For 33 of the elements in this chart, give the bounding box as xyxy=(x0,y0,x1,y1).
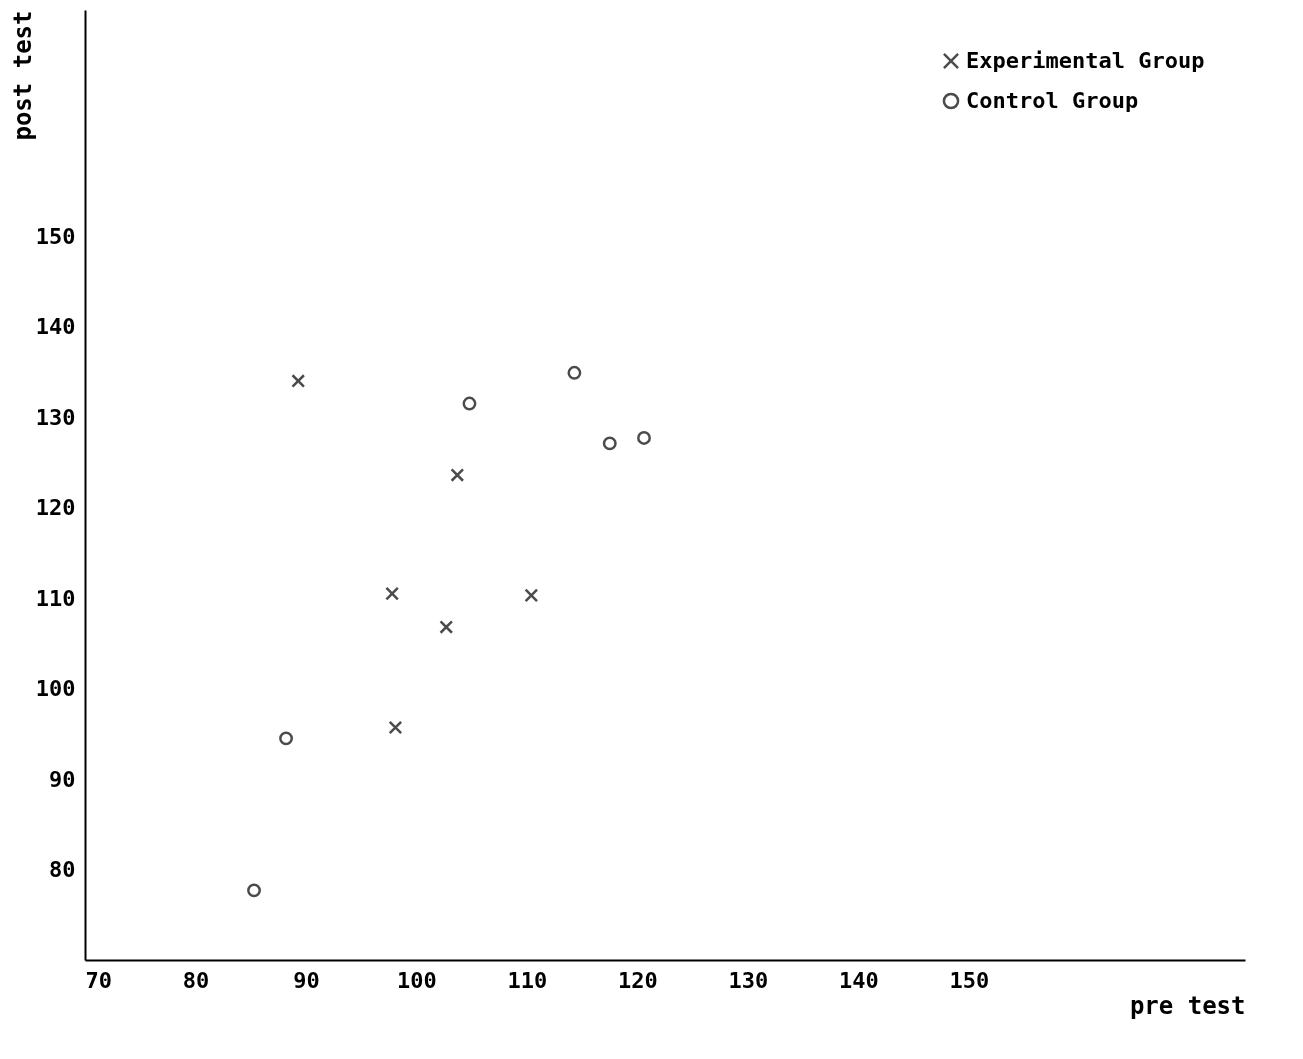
y-tick-label: 140 xyxy=(35,314,76,340)
y-tick-label: 100 xyxy=(35,676,76,702)
x-tick-label: 80 xyxy=(182,967,210,993)
x-tick-label: 90 xyxy=(293,967,320,993)
point xyxy=(524,588,539,603)
x-tick-label: 120 xyxy=(618,967,658,993)
point xyxy=(388,720,403,735)
point xyxy=(462,396,477,411)
y-tick-label: 90 xyxy=(49,766,76,792)
x-tick-label: 70 xyxy=(85,967,112,993)
point xyxy=(637,431,651,445)
point xyxy=(291,374,306,388)
point xyxy=(567,365,582,380)
point xyxy=(602,436,617,451)
point xyxy=(439,620,454,634)
y-tick-label: 150 xyxy=(35,223,76,249)
x-tick-label: 110 xyxy=(507,967,548,993)
y-tick-label: 80 xyxy=(49,857,76,883)
x-axis-title: pre test xyxy=(1129,991,1246,1020)
x-tick-label: 130 xyxy=(728,967,769,993)
legend-label: Experimental Group xyxy=(966,48,1205,73)
x-tick-label: 140 xyxy=(838,967,879,993)
y-tick-label: 110 xyxy=(35,585,76,611)
point xyxy=(450,468,465,482)
x-tick-label: 150 xyxy=(949,967,990,993)
y-axis-title: post test xyxy=(8,10,37,141)
x-tick-label: 100 xyxy=(397,967,437,993)
legend-label: Control Group xyxy=(966,88,1139,113)
y-tick-label: 120 xyxy=(35,495,76,521)
point xyxy=(279,731,294,746)
point xyxy=(247,883,261,898)
point xyxy=(385,586,400,601)
y-tick-label: 130 xyxy=(35,404,76,430)
